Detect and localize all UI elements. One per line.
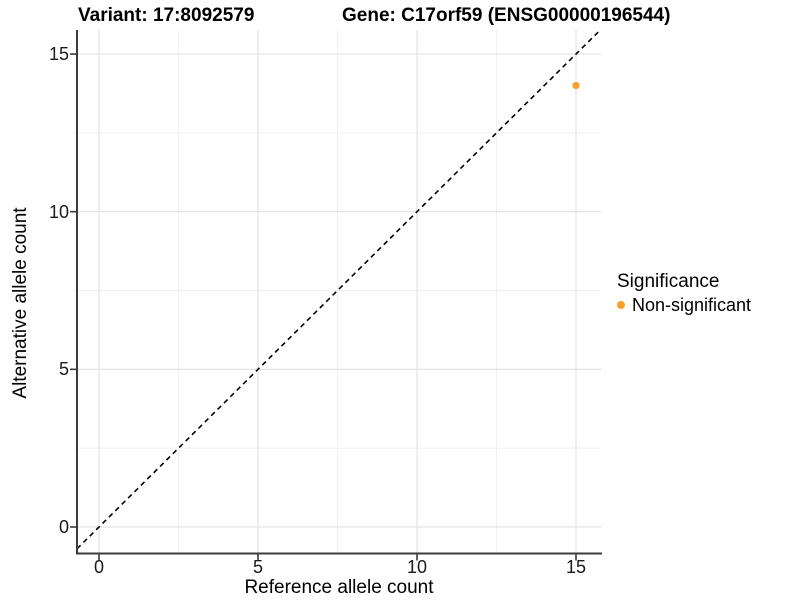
major-gridlines xyxy=(77,30,601,554)
data-point xyxy=(572,81,580,90)
legend-item-non-significant: Non-significant xyxy=(617,294,752,315)
legend-title: Significance xyxy=(617,271,720,292)
x-tick-label: 15 xyxy=(565,557,587,577)
y-tick-label: 15 xyxy=(48,44,69,65)
y-axis-title: Alternative allele count xyxy=(10,207,31,399)
x-tick-label: 0 xyxy=(93,557,104,577)
legend-point-icon xyxy=(617,301,625,309)
y-tick-label: 0 xyxy=(58,517,69,537)
plot-title-variant: Variant: 17:8092579 xyxy=(78,5,255,26)
minor-gridlines xyxy=(77,30,601,554)
identity-dashed-line xyxy=(76,29,601,550)
legend-item-label: Non-significant xyxy=(632,294,752,315)
axis-ticks xyxy=(70,53,577,561)
x-tick-label: 5 xyxy=(252,557,263,577)
legend: Significance Non-significant xyxy=(617,271,752,315)
x-tick-label: 10 xyxy=(406,557,428,577)
y-tick-label: 5 xyxy=(58,359,69,380)
y-tick-label: 10 xyxy=(48,201,69,222)
x-axis-title: Reference allele count xyxy=(244,577,434,598)
plot-title-gene: Gene: C17orf59 (ENSG00000196544) xyxy=(342,5,671,26)
